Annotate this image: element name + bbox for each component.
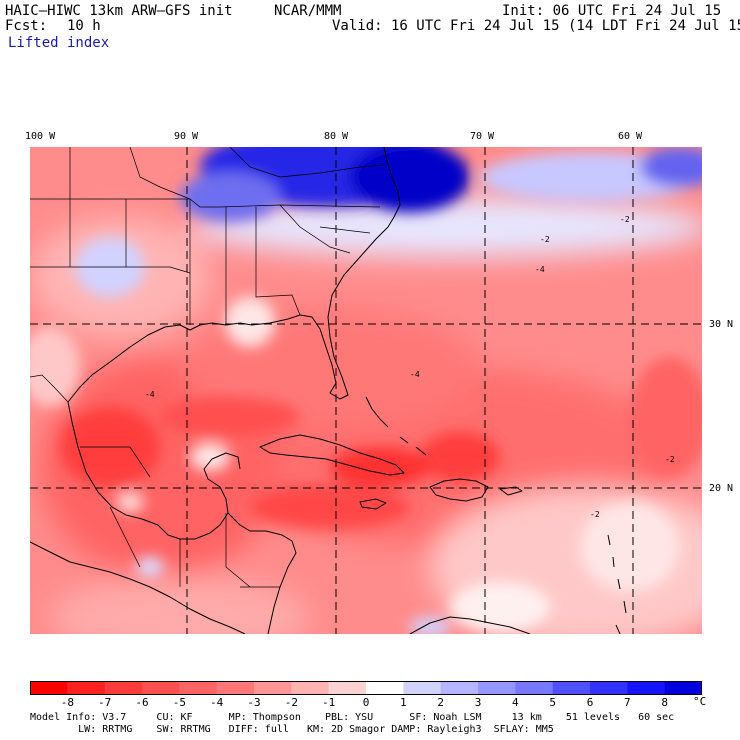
colorbar-swatch [440,681,479,695]
lat-lon-grid [30,147,702,634]
lon-label-100w: 100 W [25,131,56,142]
state-line-6 [229,147,385,178]
lon-label-60w: 60 W [618,131,643,142]
colorbar-tick-label: 4 [512,696,519,709]
colorbar-swatch [291,681,330,695]
central-america-coast [227,512,297,634]
jamaica-coast [359,498,387,510]
colorbar-tick-label: -4 [210,696,224,709]
lon-label-90w: 90 W [174,131,199,142]
field-shading-detail [30,147,702,634]
colorbar-tick-label: 8 [661,696,668,709]
contour-label: -2 [665,455,675,464]
colorbar-tick-label: -3 [247,696,261,709]
lon-label-80w: 80 W [324,131,349,142]
texas-mexico-coast [67,401,241,540]
lesser-antilles [607,534,627,634]
state-line-5 [279,204,371,254]
lifted-index-map: -2 -2 -4 -4 -4 -2 -2 [30,147,702,634]
state-line-4 [30,147,126,268]
colorbar-swatches [30,681,702,695]
colorbar [30,681,702,695]
colorbar-tick-label: 5 [549,696,556,709]
mexico-pacific-coast [30,541,246,634]
colorbar-swatch [664,681,702,695]
us-mexico-border [30,374,69,403]
central-america-borders [225,513,280,588]
model-info-line2: LW: RRTMG SW: RRTMG DIFF: full KM: 2D Sm… [30,724,554,735]
colorbar-swatch [30,681,68,695]
lat-label-20n: 20 N [709,483,734,494]
state-line-3 [189,199,301,325]
colorbar-swatch [179,681,218,695]
lat-label-30n: 30 N [709,319,734,330]
model-title: HAIC–HIWC 13km ARW–GFS init [5,3,233,19]
state-line-1 [30,198,381,208]
colorbar-tick-label: -2 [284,696,298,709]
hispaniola-coast [429,478,489,502]
colorbar-unit: °C [693,695,707,708]
colorbar-swatch [627,681,666,695]
colorbar-swatch [552,681,591,695]
colorbar-tick-label: 6 [586,696,594,709]
model-info-line1: Model Info: V3.7 CU: KF MP: Thompson PBL… [30,712,675,723]
colorbar-tick-label: -7 [98,696,112,709]
colorbar-swatch [254,681,292,695]
colorbar-swatch [590,681,628,695]
colorbar-swatch [328,681,367,695]
state-line-7 [129,147,191,200]
colorbar-swatch [67,681,106,695]
colorbar-swatch [104,681,143,695]
colorbar-swatch [515,681,554,695]
forecast-hours: 10 h [67,18,101,34]
colorbar-tick-label: 7 [624,696,631,709]
colorbar-swatch [366,681,404,695]
colorbar-tick-label: -1 [322,696,336,709]
contour-value-labels: -2 -2 -4 -4 -4 -2 -2 [145,215,675,519]
colorbar-swatch [142,681,180,695]
colorbar-tick-label: 1 [400,696,407,709]
contour-label: -4 [410,370,420,379]
colorbar-tick-label: -6 [135,696,149,709]
colorbar-tick-label: 2 [437,696,444,709]
forecast-label: Fcst: [5,18,48,34]
puerto-rico-coast [499,486,523,496]
south-america-coast [409,616,531,634]
contour-label: -2 [540,235,550,244]
colorbar-tick-label: -8 [60,696,74,709]
mexico-states [80,446,181,587]
us-gulf-coast [67,147,401,403]
colorbar-swatch [403,681,442,695]
state-line-2 [125,199,191,274]
contour-label: -4 [535,265,545,274]
colorbar-outline [30,681,702,695]
contour-label: -2 [620,215,630,224]
colorbar-tick-label: 0 [362,696,370,709]
colorbar-tick-label: -5 [172,696,186,709]
colorbar-swatch [216,681,255,695]
coastlines [30,147,627,634]
contour-label: -4 [145,390,155,399]
bahamas-coast [365,396,427,456]
political-borders [30,147,385,588]
colorbar-swatch [478,681,516,695]
organization: NCAR/MMM [274,3,342,19]
init-time: Init: 06 UTC Fri 24 Jul 15 [502,3,722,19]
contour-label: -2 [590,510,600,519]
cuba-coast [259,434,405,476]
colorbar-tick-label: 3 [474,696,482,709]
field-name: Lifted index [8,35,110,51]
lon-label-70w: 70 W [470,131,495,142]
valid-time: Valid: 16 UTC Fri 24 Jul 15 (14 LDT Fri … [332,18,740,34]
